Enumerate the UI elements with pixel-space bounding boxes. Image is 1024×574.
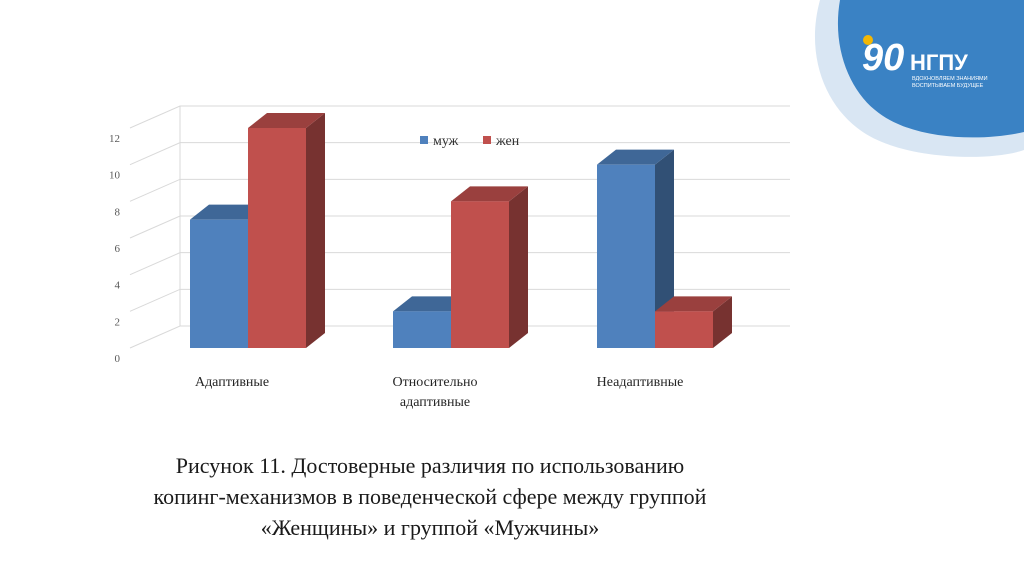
chart-legend: муж жен bbox=[420, 134, 520, 149]
y-axis-ticks: 0 2 4 6 8 10 12 bbox=[109, 133, 121, 365]
bar-top bbox=[451, 186, 528, 202]
x-tick-label: Адаптивные bbox=[195, 375, 269, 390]
logo-background-shape bbox=[837, 0, 1024, 138]
chart-grid bbox=[129, 105, 790, 349]
bar-front bbox=[655, 311, 713, 348]
logo-tagline-2: ВОСПИТЫВАЕМ БУДУЩЕЕ bbox=[912, 83, 984, 89]
x-axis-labels: Адаптивные Относительно адаптивные Неадапти… bbox=[195, 375, 683, 410]
caption-line: Рисунок 11. Достоверные различия по испо… bbox=[175, 453, 685, 478]
bar-top bbox=[190, 204, 267, 220]
y-tick-label: 2 bbox=[115, 316, 121, 328]
y-tick-label: 8 bbox=[115, 206, 121, 218]
logo-dot-icon bbox=[863, 35, 873, 45]
bar-front bbox=[190, 219, 248, 348]
bar-top bbox=[393, 296, 470, 312]
gridline bbox=[129, 142, 790, 166]
y-tick-label: 0 bbox=[115, 353, 121, 365]
bar-side bbox=[713, 296, 732, 348]
x-tick-label: Неадаптивные bbox=[597, 375, 684, 390]
y-tick-label: 6 bbox=[115, 243, 121, 255]
logo-tagline-1: ВДОХНОВЛЯЕМ ЗНАНИЯМИ bbox=[912, 76, 988, 82]
bar-side bbox=[509, 186, 528, 348]
bar-chart: 0 2 4 6 8 10 12 муж жен Адаптивные Относительно а… bbox=[109, 105, 790, 410]
caption-line: копинг-механизмов в поведенческой сфере … bbox=[153, 484, 707, 509]
chart-bars bbox=[190, 113, 732, 348]
bar-front bbox=[451, 201, 509, 348]
legend-label: муж bbox=[433, 134, 459, 149]
x-tick-label: адаптивные bbox=[400, 395, 470, 410]
bar-front bbox=[248, 128, 306, 348]
bar-front bbox=[597, 164, 655, 348]
gridline bbox=[129, 105, 790, 129]
bar-side bbox=[655, 149, 674, 348]
bar bbox=[655, 296, 732, 348]
bar bbox=[597, 149, 674, 348]
y-tick-label: 10 bbox=[109, 170, 121, 182]
bar-top bbox=[597, 149, 674, 165]
legend-swatch bbox=[483, 136, 491, 144]
legend-label: жен bbox=[495, 134, 520, 149]
ngpu-logo: 90 НГПУ ВДОХНОВЛЯЕМ ЗНАНИЯМИ ВОСПИТЫВАЕМ… bbox=[814, 0, 1024, 157]
y-tick-label: 12 bbox=[109, 133, 120, 145]
bar-side bbox=[306, 113, 325, 348]
logo-name: НГПУ bbox=[910, 50, 968, 75]
figure-caption: Рисунок 11. Достоверные различия по испо… bbox=[60, 450, 800, 543]
bar-top bbox=[655, 296, 732, 312]
caption-line: «Женщины» и группой «Мужчины» bbox=[260, 515, 600, 540]
y-tick-label: 4 bbox=[115, 280, 121, 292]
legend-swatch bbox=[420, 136, 428, 144]
bar bbox=[248, 113, 325, 348]
bar bbox=[451, 186, 528, 348]
x-tick-label: Относительно bbox=[393, 375, 478, 390]
bar-front bbox=[393, 311, 451, 348]
bar-top bbox=[248, 113, 325, 128]
